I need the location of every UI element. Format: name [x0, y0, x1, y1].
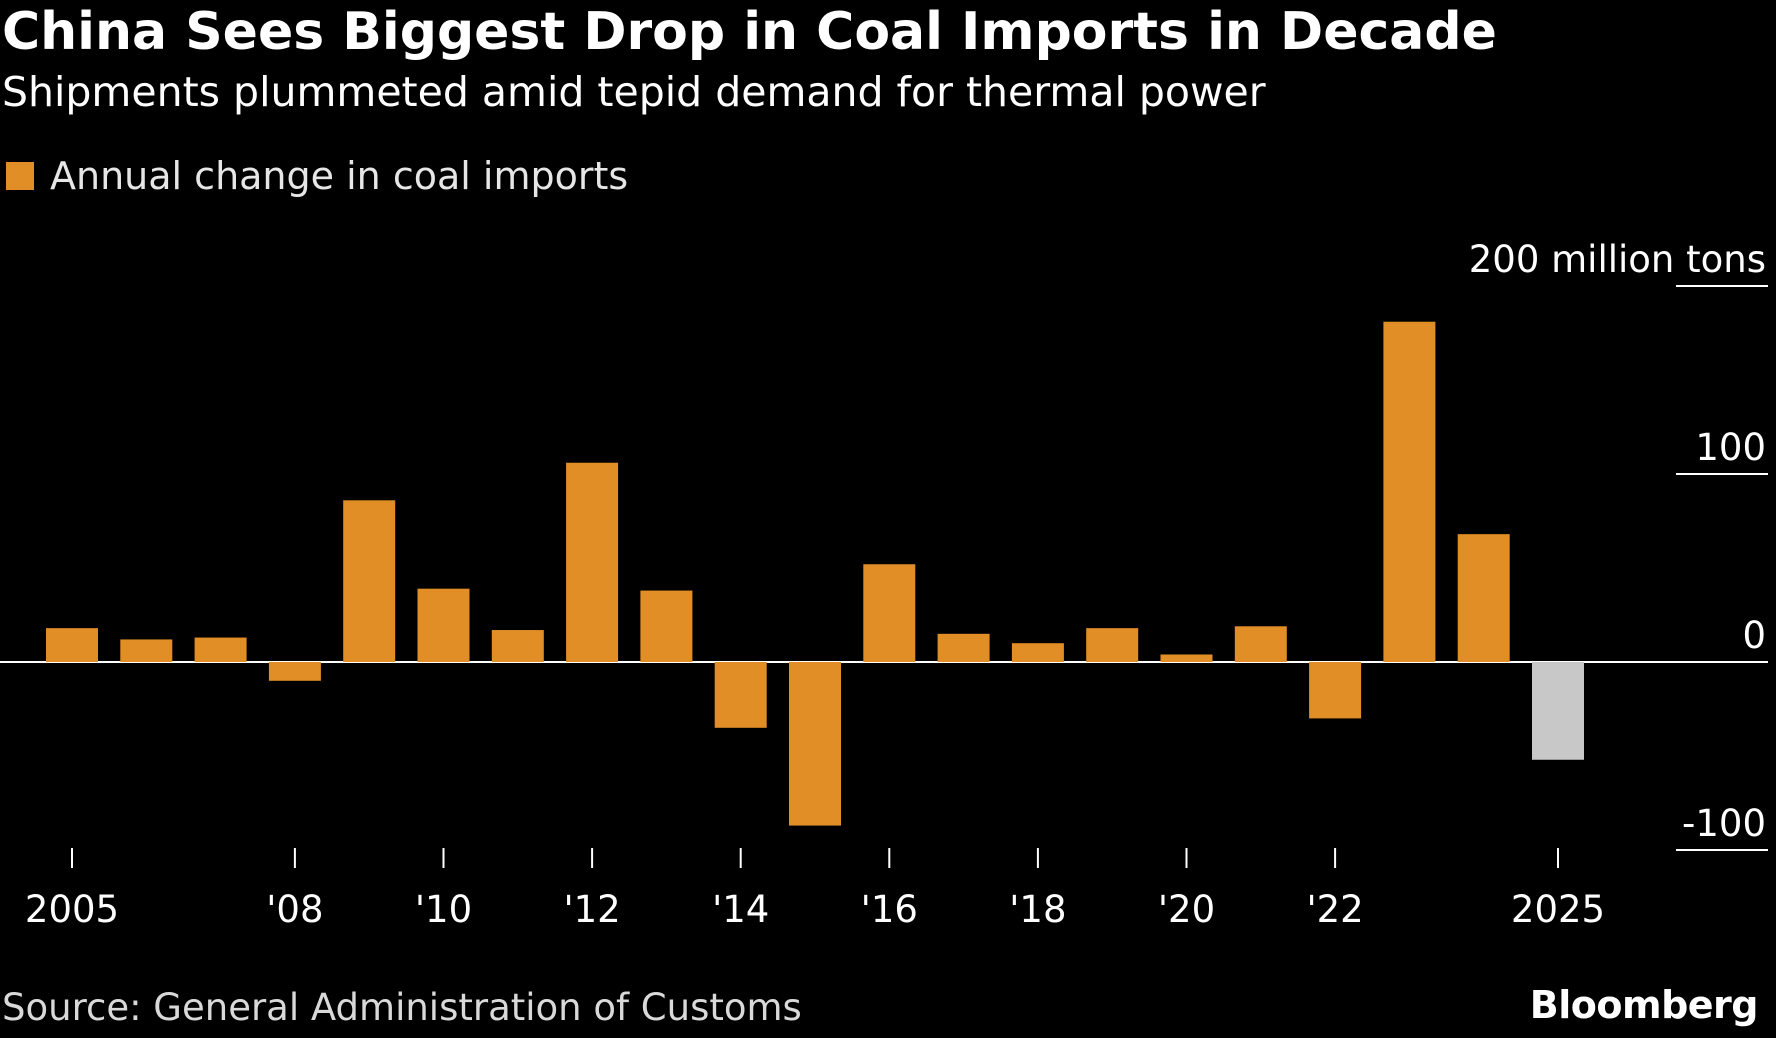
bar-2021 [1234, 626, 1287, 662]
bar-2011 [491, 630, 544, 662]
source-note: Source: General Administration of Custom… [2, 986, 802, 1029]
y-tick-label: 0 [1742, 614, 1766, 657]
y-axis-labels: -100 0 100 200 million tons [1469, 238, 1766, 845]
x-tick-label: '10 [415, 888, 472, 931]
x-tick-label: '22 [1306, 888, 1363, 931]
bloomberg-logo: Bloomberg [1529, 983, 1759, 1027]
x-tick-label: 2025 [1511, 888, 1605, 931]
chart-title: China Sees Biggest Drop in Coal Imports … [2, 2, 1497, 62]
gridlines [1676, 285, 1768, 851]
x-tick-label: '16 [861, 888, 918, 931]
y-tick-label: 200 million tons [1469, 238, 1766, 281]
x-tick-label: '08 [266, 888, 323, 931]
bar-2007 [194, 637, 247, 662]
bar-2014 [714, 662, 767, 728]
bar-2022 [1309, 662, 1362, 719]
bar-2006 [120, 639, 173, 662]
bar-2017 [937, 633, 990, 662]
bar-2020 [1160, 654, 1213, 662]
x-tick-label: '18 [1009, 888, 1066, 931]
bar-2010 [417, 588, 470, 662]
bar-2023 [1383, 321, 1436, 662]
bar-2005 [46, 628, 98, 662]
x-tick-label: '20 [1158, 888, 1215, 931]
bar-2019 [1086, 628, 1139, 662]
bar-2024 [1457, 534, 1510, 662]
legend-label: Annual change in coal imports [50, 154, 629, 198]
x-tick-label: 2005 [25, 888, 119, 931]
x-tick-label: '14 [712, 888, 769, 931]
x-tick-label: '12 [563, 888, 620, 931]
bar-2016 [863, 564, 916, 662]
bars [46, 321, 1584, 826]
legend: Annual change in coal imports [6, 152, 628, 200]
bar-2009 [343, 500, 396, 662]
bar-2015 [789, 662, 841, 826]
bar-2018 [1011, 643, 1064, 662]
bar-2013 [640, 590, 693, 662]
y-tick-label: 100 [1695, 426, 1766, 469]
legend-swatch [6, 162, 34, 190]
bar-2008 [268, 662, 321, 681]
y-tick-label: -100 [1682, 802, 1766, 845]
bar-2025 [1532, 662, 1584, 760]
bar-2012 [566, 462, 619, 662]
x-axis: 2005 '08 '10 '12 '14 '16 '18 '20 '22 2025 [25, 848, 1605, 931]
chart-subtitle: Shipments plummeted amid tepid demand fo… [2, 68, 1266, 116]
